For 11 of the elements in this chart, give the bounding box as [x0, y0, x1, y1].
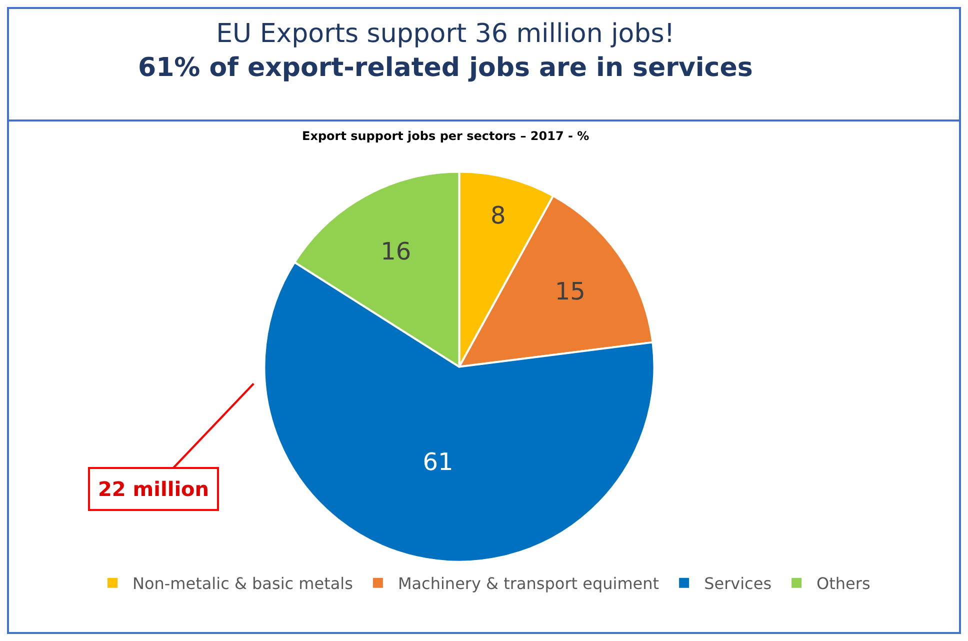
- legend-label: Non-metalic & basic metals: [132, 574, 353, 594]
- chart-title: EU Exports support 36 million jobs! 61% of export-related jobs are in services: [138, 19, 753, 83]
- legend-label: Machinery & transport equiment: [398, 574, 660, 594]
- text: 22 million: [98, 477, 210, 501]
- chart-subtitle: Export support jobs per sectors – 2017 - %: [302, 129, 590, 143]
- data-label: 61: [422, 448, 454, 476]
- data-label: 15: [554, 277, 586, 306]
- data-label: 8: [490, 201, 506, 230]
- legend-label: Services: [704, 574, 772, 594]
- legend-label: Others: [816, 574, 870, 594]
- data-label: 16: [380, 237, 412, 266]
